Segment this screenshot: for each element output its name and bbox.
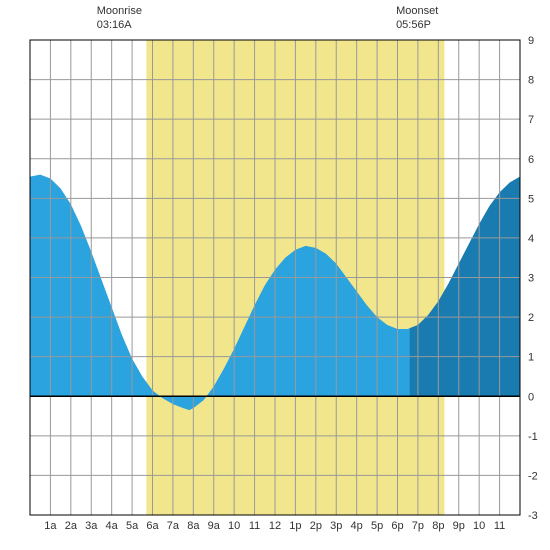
y-tick-label: 9 — [528, 35, 534, 47]
moonrise-time: 03:16A — [97, 19, 133, 31]
x-tick-label: 11 — [494, 520, 505, 532]
moonset-label: Moonset — [396, 5, 438, 17]
x-tick-label: 11 — [249, 520, 260, 532]
x-tick-label: 4a — [106, 520, 119, 532]
y-tick-label: 2 — [528, 312, 534, 324]
y-tick-label: 6 — [528, 154, 534, 166]
x-tick-label: 10 — [473, 520, 485, 532]
y-tick-label: 7 — [528, 114, 534, 126]
y-tick-label: 4 — [528, 233, 534, 245]
x-tick-label: 4p — [351, 520, 363, 532]
x-tick-label: 9a — [208, 520, 221, 532]
y-tick-label: -2 — [528, 470, 538, 482]
x-tick-label: 5a — [126, 520, 139, 532]
x-tick-label: 1p — [289, 520, 301, 532]
x-tick-label: 7p — [412, 520, 424, 532]
y-tick-label: -1 — [528, 431, 538, 443]
tide-chart: 1a2a3a4a5a6a7a8a9a1011121p2p3p4p5p6p7p8p… — [0, 0, 550, 550]
x-tick-label: 3a — [85, 520, 98, 532]
x-tick-label: 5p — [371, 520, 383, 532]
y-tick-label: 3 — [528, 273, 534, 285]
x-tick-label: 8a — [187, 520, 200, 532]
y-tick-label: -3 — [528, 510, 538, 522]
x-tick-label: 2a — [65, 520, 78, 532]
y-tick-label: 8 — [528, 75, 534, 87]
x-tick-label: 2p — [310, 520, 322, 532]
y-tick-label: 0 — [528, 391, 534, 403]
y-tick-label: 1 — [528, 352, 534, 364]
x-tick-label: 7a — [167, 520, 180, 532]
x-tick-label: 6p — [391, 520, 403, 532]
x-tick-label: 9p — [453, 520, 465, 532]
moonrise-label: Moonrise — [97, 5, 142, 17]
moonset-time: 05:56P — [396, 19, 431, 31]
x-tick-label: 6a — [146, 520, 159, 532]
x-tick-label: 10 — [228, 520, 240, 532]
x-tick-label: 12 — [269, 520, 281, 532]
x-tick-label: 8p — [432, 520, 444, 532]
y-tick-label: 5 — [528, 193, 534, 205]
x-tick-label: 3p — [330, 520, 342, 532]
x-tick-label: 1a — [44, 520, 57, 532]
chart-svg: 1a2a3a4a5a6a7a8a9a1011121p2p3p4p5p6p7p8p… — [0, 0, 550, 550]
